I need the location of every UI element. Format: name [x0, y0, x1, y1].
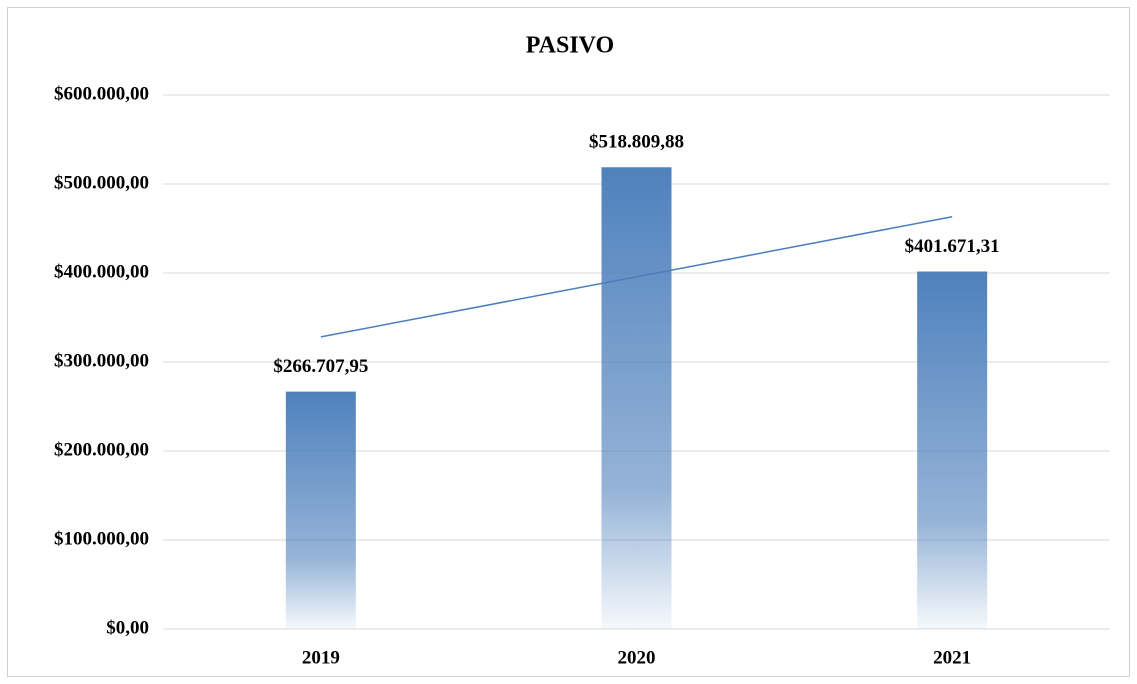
bar	[601, 167, 672, 629]
y-tick-label: $0,00	[106, 617, 149, 638]
y-tick-label: $200.000,00	[54, 439, 149, 460]
trendline	[320, 216, 953, 338]
x-tick-label: 2019	[302, 647, 340, 668]
y-tick-label: $600.000,00	[54, 83, 149, 104]
value-label: $401.671,31	[905, 236, 1000, 257]
value-label: $266.707,95	[273, 356, 368, 377]
value-label: $518.809,88	[589, 132, 684, 153]
y-tick-label: $500.000,00	[54, 172, 149, 193]
y-tick-label: $400.000,00	[54, 261, 149, 282]
x-tick-label: 2020	[618, 647, 656, 668]
y-tick-label: $100.000,00	[54, 528, 149, 549]
bar	[917, 271, 988, 629]
chart-title: PASIVO	[526, 33, 614, 59]
x-tick-label: 2021	[933, 647, 971, 668]
bar	[285, 391, 356, 629]
y-tick-label: $300.000,00	[54, 350, 149, 371]
